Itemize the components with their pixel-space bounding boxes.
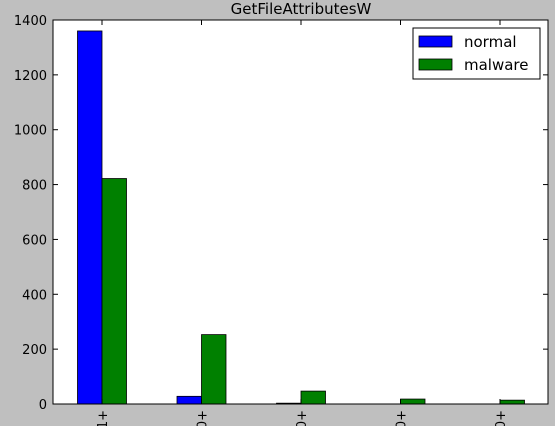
y-tick-label: 1400 (14, 14, 47, 29)
y-tick-label: 1000 (14, 124, 47, 139)
legend: normal malware (412, 27, 541, 80)
legend-swatch-malware (418, 58, 453, 71)
y-tick-label: 400 (22, 288, 47, 303)
bar-normal (77, 30, 103, 405)
y-tick-label: 200 (22, 343, 47, 358)
bar-malware (499, 399, 525, 405)
y-tick-label: 800 (22, 179, 47, 194)
y-axis: 0 200 400 600 800 1000 1200 1400 (14, 14, 548, 413)
bar-malware (201, 334, 227, 405)
legend-label-normal: normal (464, 33, 517, 51)
x-tick-label: 0+ (196, 410, 211, 426)
plot-area (53, 20, 548, 404)
legend-swatch-normal (418, 35, 453, 48)
x-tick-label: 0+ (395, 410, 410, 426)
bar-malware (400, 398, 426, 405)
bars-group (77, 30, 525, 405)
y-tick-label: 1200 (14, 69, 47, 84)
legend-label-malware: malware (464, 56, 529, 74)
x-axis: 1+ 0+ 0+ 0+ 0+ (96, 20, 509, 426)
y-tick-label: 600 (22, 233, 47, 248)
bar-malware (101, 178, 127, 405)
x-tick-label: 0+ (494, 410, 509, 426)
y-tick-label: 0 (39, 398, 47, 413)
chart-title: GetFileAttributesW (231, 0, 372, 18)
x-tick-label: 0+ (295, 410, 310, 426)
bar-normal (176, 395, 202, 405)
x-tick-label: 1+ (96, 410, 111, 426)
bar-malware (300, 390, 326, 405)
